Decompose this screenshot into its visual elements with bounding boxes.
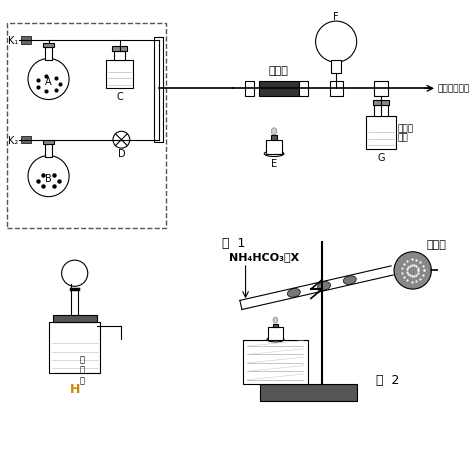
Circle shape xyxy=(28,156,69,197)
Text: NH₄HCO₃和X: NH₄HCO₃和X xyxy=(229,252,299,262)
Bar xyxy=(259,384,357,401)
Bar xyxy=(49,322,100,373)
Bar xyxy=(45,48,52,61)
Bar xyxy=(265,141,282,154)
Text: 稀硫酸: 稀硫酸 xyxy=(398,124,414,133)
Text: H: H xyxy=(69,382,80,394)
Text: D: D xyxy=(118,148,125,158)
Text: 碱石灰: 碱石灰 xyxy=(427,240,446,250)
Text: 图  2: 图 2 xyxy=(376,374,399,386)
Ellipse shape xyxy=(273,318,278,324)
Text: K₂: K₂ xyxy=(8,136,18,146)
Bar xyxy=(114,52,125,61)
Text: 浓
硫
酸: 浓 硫 酸 xyxy=(79,355,84,384)
Bar xyxy=(53,316,97,322)
Bar xyxy=(45,145,52,158)
Ellipse shape xyxy=(271,128,277,136)
Ellipse shape xyxy=(318,282,331,291)
Circle shape xyxy=(113,132,130,149)
Bar xyxy=(112,47,127,52)
Text: E: E xyxy=(271,159,277,169)
Bar xyxy=(374,106,387,117)
Text: F: F xyxy=(333,11,339,21)
Text: K₁: K₁ xyxy=(8,35,18,46)
Bar xyxy=(243,340,308,384)
Circle shape xyxy=(61,261,88,287)
Text: G: G xyxy=(377,153,385,163)
Bar xyxy=(273,324,278,328)
Bar xyxy=(22,136,31,144)
Bar xyxy=(366,117,396,150)
Bar xyxy=(22,37,31,45)
Bar xyxy=(43,44,54,48)
Text: C: C xyxy=(116,91,123,101)
Text: 尾气处理装置: 尾气处理装置 xyxy=(438,84,469,93)
Bar xyxy=(8,24,166,229)
Bar xyxy=(43,141,54,145)
Bar xyxy=(372,101,389,106)
Text: B: B xyxy=(45,174,52,183)
Ellipse shape xyxy=(343,276,356,285)
Bar xyxy=(268,328,283,340)
Bar xyxy=(299,82,308,96)
Bar xyxy=(374,82,387,96)
Circle shape xyxy=(394,252,431,289)
Bar xyxy=(258,82,299,96)
Ellipse shape xyxy=(267,337,284,342)
Text: A: A xyxy=(45,77,52,87)
Bar xyxy=(106,61,133,89)
Text: 图  1: 图 1 xyxy=(222,237,245,249)
Bar xyxy=(330,82,343,96)
Circle shape xyxy=(316,22,357,63)
Text: 铜片: 铜片 xyxy=(398,133,408,142)
Circle shape xyxy=(28,59,69,100)
Bar xyxy=(332,61,341,74)
Bar xyxy=(271,136,277,141)
Ellipse shape xyxy=(264,152,284,157)
Text: 催化剂: 催化剂 xyxy=(269,66,288,76)
Bar xyxy=(154,38,163,143)
Bar xyxy=(245,82,254,96)
Ellipse shape xyxy=(287,289,300,298)
